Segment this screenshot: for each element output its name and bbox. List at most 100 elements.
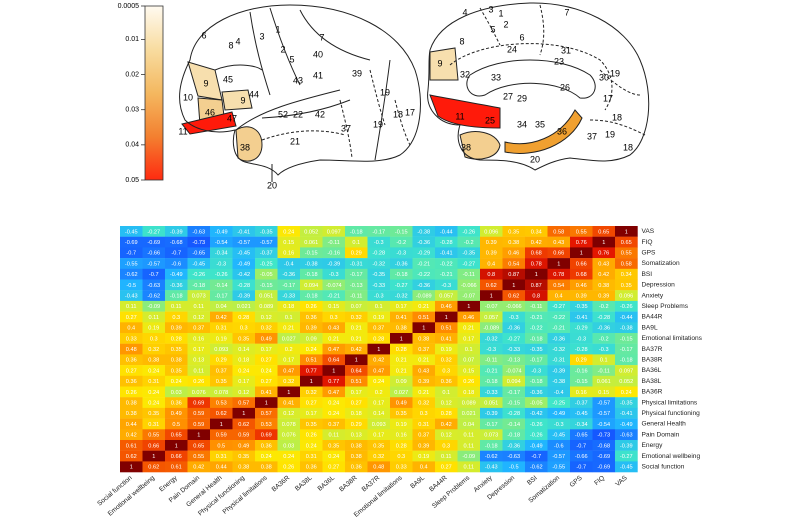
heatmap-cell (547, 322, 571, 334)
cell-value: 0.09 (396, 379, 407, 385)
colorbar (144, 5, 164, 181)
cell-value: -0.26 (530, 433, 543, 439)
cell-value: -0.36 (417, 240, 430, 246)
cell-value: 0.18 (238, 358, 249, 364)
heatmap-cell (615, 279, 638, 291)
heatmap-cell (255, 418, 278, 430)
heatmap-cell (435, 258, 458, 269)
cell-value: 0.26 (463, 379, 474, 385)
cell-value: 0.29 (351, 251, 362, 257)
cell-value: 0.33 (126, 336, 137, 342)
cell-value: -0.15 (305, 251, 318, 257)
cell-value: 0.4 (487, 261, 495, 267)
heatmap-cell (322, 247, 346, 259)
heatmap-cell (300, 365, 323, 376)
heatmap-cell (457, 258, 481, 269)
cell-value: 0.37 (193, 326, 204, 332)
heatmap-cell (345, 236, 368, 248)
heatmap-cell (547, 300, 571, 312)
heatmap-cell (525, 461, 548, 473)
heatmap-cell (547, 258, 571, 269)
cell-value: -0.26 (192, 272, 205, 278)
cell-value: 0.26 (126, 390, 137, 396)
heatmap-cell (210, 461, 233, 473)
cell-value: 0.07 (351, 304, 362, 310)
heatmap-cell (210, 268, 233, 280)
row-label: BA38R (642, 357, 663, 364)
cell-value: -0.49 (530, 443, 543, 449)
region-label: 11 (178, 126, 187, 136)
cell-value: -0.39 (485, 411, 498, 417)
cell-value: 0.24 (328, 401, 339, 407)
cell-value: 0.076 (282, 433, 296, 439)
heatmap-cell (480, 440, 503, 451)
heatmap-cell (367, 258, 391, 269)
heatmap-cell (210, 247, 233, 259)
cell-value: 0.49 (261, 336, 272, 342)
heatmap-cell (525, 258, 548, 269)
row-label: BA44R (642, 314, 663, 321)
row-label: BA36L (642, 367, 662, 374)
cell-value: 0.43 (328, 326, 339, 332)
cell-value: -0.28 (237, 283, 250, 289)
heatmap-cell (435, 375, 458, 387)
cell-value: 0.051 (484, 401, 498, 407)
heatmap-cell (570, 397, 593, 409)
region-label: 33 (491, 72, 501, 82)
cell-value: 0.34 (531, 229, 542, 235)
cell-value: 0.26 (283, 465, 294, 471)
heatmap-cell (525, 226, 548, 237)
column-label: BA44R (428, 474, 449, 493)
cell-value: -0.14 (215, 283, 228, 289)
cell-value: -0.16 (575, 368, 588, 374)
heatmap-cell (592, 461, 616, 473)
cell-value: 0.42 (373, 358, 384, 364)
cell-value: 0.32 (418, 401, 429, 407)
heatmap-cell (502, 354, 526, 366)
heatmap-cell (165, 375, 188, 387)
cell-value: -0.28 (372, 251, 385, 257)
heatmap-cell (547, 290, 571, 302)
heatmap-cell (345, 354, 368, 366)
heatmap-cell (547, 407, 571, 419)
region-label: 26 (560, 82, 570, 92)
heatmap-cell (457, 397, 481, 409)
cell-value: 0.37 (216, 368, 227, 374)
cell-value: -0.17 (507, 390, 520, 396)
heatmap-cell (232, 440, 256, 451)
heatmap-cell (300, 268, 323, 280)
cell-value: -0.35 (260, 229, 273, 235)
cell-value: -0.41 (440, 251, 453, 257)
heatmap-cell (570, 375, 593, 387)
cell-value: 0.58 (553, 229, 564, 235)
column-label: BA37R (361, 474, 382, 493)
cell-value: 0.44 (126, 422, 137, 428)
heatmap-cell (277, 397, 301, 409)
heatmap-cell (322, 375, 346, 387)
cell-value: 0.41 (441, 336, 452, 342)
heatmap-cell (457, 290, 481, 302)
heatmap-cell (615, 311, 638, 323)
row-label: BA36R (642, 389, 663, 396)
cell-value: -0.18 (395, 272, 408, 278)
cell-value: 0.061 (597, 379, 611, 385)
cell-value: 0.28 (171, 336, 182, 342)
heatmap-cell (300, 461, 323, 473)
cell-value: 0.28 (441, 411, 452, 417)
cell-value: -0.066 (461, 283, 477, 289)
cell-value: -0.3 (441, 283, 451, 289)
heatmap-cell (120, 258, 143, 269)
heatmap-cell (390, 226, 413, 237)
heatmap-cell (525, 290, 548, 302)
heatmap-cell (480, 300, 503, 312)
heatmap-cell (570, 322, 593, 334)
heatmap-cell (120, 290, 143, 302)
cell-value: -0.69 (147, 240, 160, 246)
column-label: FIQ (593, 475, 606, 487)
cell-value: -0.31 (350, 261, 363, 267)
cell-value: -0.18 (620, 358, 633, 364)
cell-value: -0.4 (284, 261, 294, 267)
heatmap-cell (457, 429, 481, 441)
heatmap-cell (232, 258, 256, 269)
